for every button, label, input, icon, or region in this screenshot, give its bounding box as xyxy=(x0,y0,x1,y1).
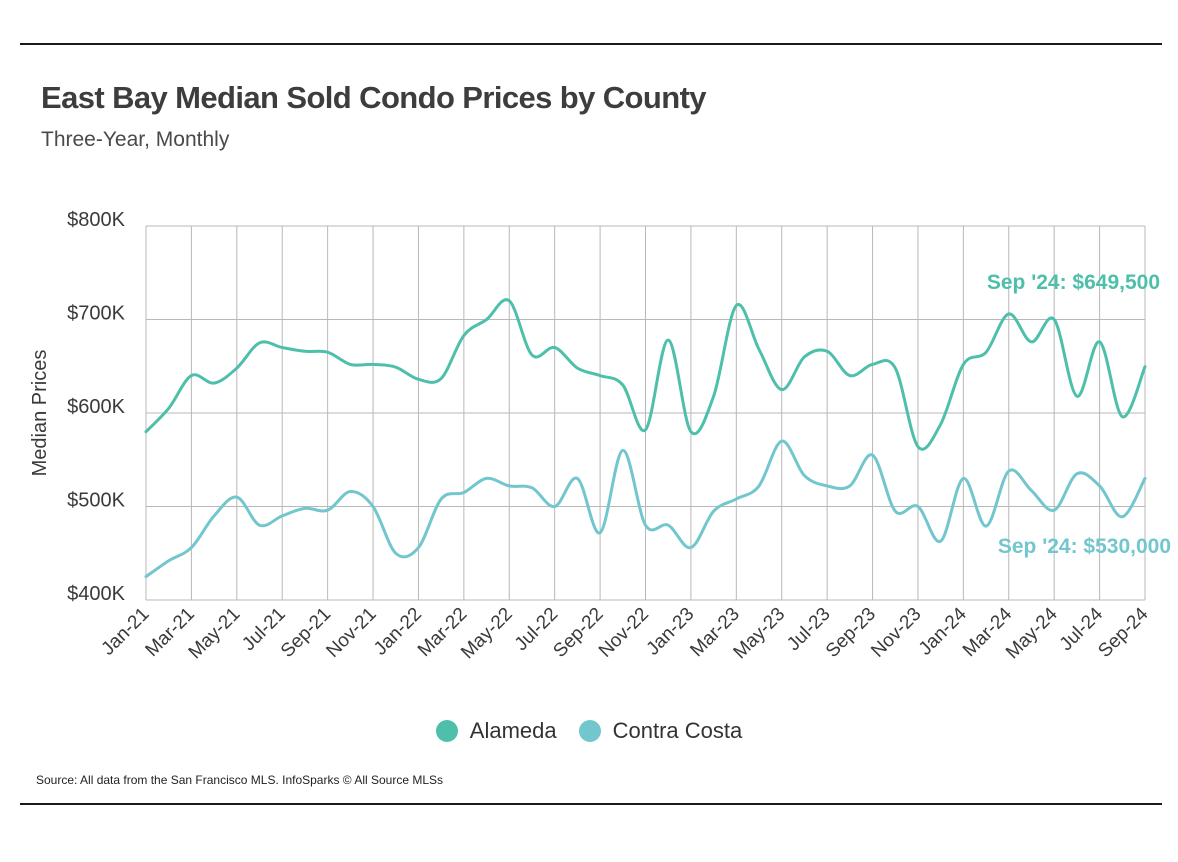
x-tick-label: Nov-23 xyxy=(867,604,925,662)
x-tick-label: May-24 xyxy=(1002,603,1062,663)
y-tick-label: $500K xyxy=(67,490,125,512)
y-tick-label: $600K xyxy=(67,396,125,418)
top-rule xyxy=(20,43,1162,45)
legend-item-contra-costa[interactable]: Contra Costa xyxy=(578,718,743,744)
x-tick-label: May-22 xyxy=(457,604,517,664)
legend-item-alameda[interactable]: Alameda xyxy=(435,718,557,744)
source-note: Source: All data from the San Francisco … xyxy=(36,773,444,787)
line-chart: $400K$500K$600K$700K$800KJan-21Mar-21May… xyxy=(29,209,1171,664)
bottom-rule xyxy=(20,803,1162,805)
y-tick-label: $800K xyxy=(67,209,125,231)
x-tick-label: Sep-21 xyxy=(277,604,335,662)
x-tick-label: May-23 xyxy=(730,604,790,664)
legend: Alameda Contra Costa xyxy=(0,718,1178,744)
y-tick-label: $400K xyxy=(67,583,125,605)
y-tick-label: $700K xyxy=(67,303,125,325)
chart-title: East Bay Median Sold Condo Prices by Cou… xyxy=(41,80,707,115)
x-tick-label: Sep-22 xyxy=(549,604,607,662)
legend-label-alameda: Alameda xyxy=(469,718,557,743)
x-tick-label: Nov-22 xyxy=(595,604,653,662)
legend-swatch-alameda xyxy=(435,720,458,742)
x-tick-label: Nov-21 xyxy=(322,604,380,662)
legend-swatch-contra-costa xyxy=(578,720,601,742)
series-line-alameda xyxy=(144,298,1147,451)
y-axis-label: Median Prices xyxy=(29,350,51,477)
x-tick-label: May-21 xyxy=(185,604,245,664)
series-line-contra-costa xyxy=(144,439,1147,579)
legend-label-contra-costa: Contra Costa xyxy=(612,718,743,743)
x-tick-label: Sep-24 xyxy=(1094,603,1152,661)
x-tick-label: Sep-23 xyxy=(822,604,880,662)
annotation-contra-costa: Sep '24: $530,000 xyxy=(998,535,1171,558)
chart-subtitle: Three-Year, Monthly xyxy=(41,128,230,151)
annotation-alameda: Sep '24: $649,500 xyxy=(987,271,1160,294)
